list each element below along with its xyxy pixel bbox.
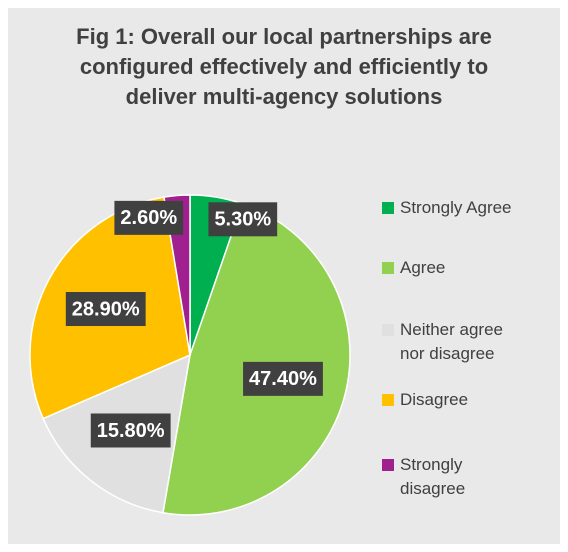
- legend-label: Neither agree nor disagree: [400, 320, 504, 363]
- data-label-box: [208, 202, 278, 237]
- legend-item: Disagree: [382, 388, 552, 412]
- data-label: 2.60%: [114, 200, 184, 235]
- data-label-box: [243, 361, 323, 396]
- legend-item: Strongly Agree: [382, 196, 552, 220]
- data-label: 5.30%: [208, 202, 278, 237]
- legend-swatch: [382, 459, 394, 471]
- data-label: 28.90%: [65, 292, 146, 327]
- legend-swatch: [382, 262, 394, 274]
- chart-title: Fig 1: Overall our local partnerships ar…: [76, 24, 492, 109]
- data-label-text: 15.80%: [97, 420, 165, 442]
- data-label-text: 5.30%: [214, 209, 271, 231]
- data-label-text: 2.60%: [120, 207, 177, 229]
- legend-swatch: [382, 324, 394, 336]
- pie-slice: [162, 202, 351, 516]
- legend-swatch: [382, 202, 394, 214]
- data-label-box: [114, 200, 184, 235]
- legend-item: Neither agree nor disagree: [382, 318, 552, 366]
- legend-item: Agree: [382, 256, 552, 280]
- legend-label: Disagree: [400, 390, 469, 409]
- data-label: 47.40%: [243, 361, 323, 396]
- data-label: 15.80%: [90, 413, 171, 448]
- data-label-box: [65, 292, 146, 327]
- legend-swatch: [382, 394, 394, 406]
- pie-slice: [163, 194, 191, 356]
- legend-label: Strongly Agree: [400, 198, 512, 217]
- legend-item: Strongly disagree: [382, 453, 552, 501]
- data-label-text: 47.40%: [249, 368, 317, 390]
- legend-label: Agree: [400, 258, 446, 277]
- data-label-box: [90, 413, 171, 448]
- data-label-text: 28.90%: [72, 298, 140, 320]
- legend-label: Strongly disagree: [400, 455, 466, 498]
